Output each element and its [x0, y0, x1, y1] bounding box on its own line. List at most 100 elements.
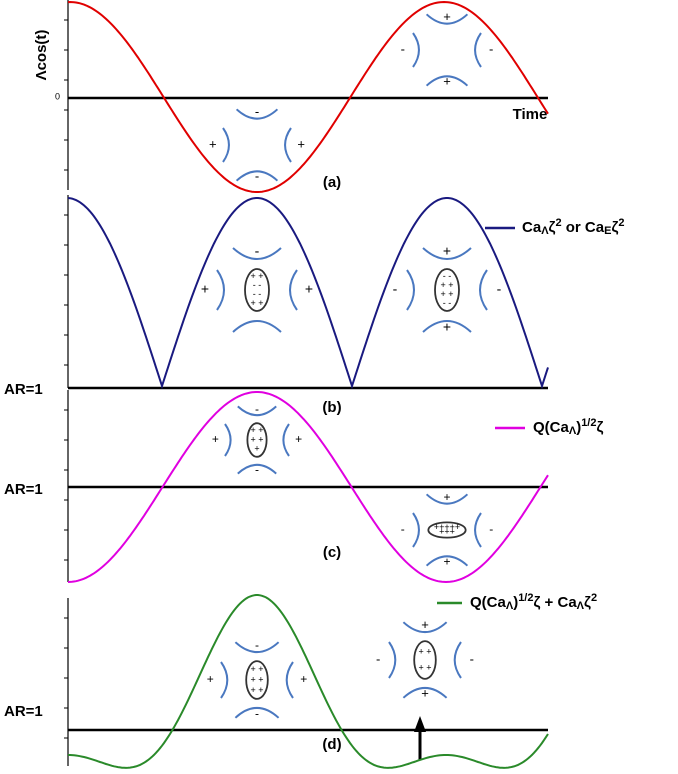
droplet	[427, 521, 467, 539]
electrode	[479, 269, 488, 311]
legend-part: Q(Ca	[533, 419, 569, 436]
charge-inner: + +	[250, 298, 263, 308]
legend-part: 2	[591, 592, 597, 604]
electrode	[474, 32, 482, 68]
charge-sign: +	[207, 672, 214, 686]
charge-inner: + +	[250, 664, 263, 674]
axis-label: Λcos(t)	[33, 30, 50, 81]
legend-part: Λ	[569, 425, 577, 437]
electrode	[388, 641, 397, 679]
charge-inner: + +	[440, 280, 453, 290]
legend-part: ζ + Ca	[533, 594, 577, 611]
electrode	[234, 641, 280, 654]
legend-part: )	[513, 594, 518, 611]
charge-sign: +	[443, 319, 451, 335]
charge-inner: + +	[250, 434, 263, 444]
electrode	[412, 32, 420, 68]
charge-inner: +++++	[434, 522, 460, 532]
electrode	[216, 269, 225, 311]
electrode	[224, 423, 232, 457]
charge-inner: + +	[250, 425, 263, 435]
charge-sign: -	[255, 243, 260, 259]
curve	[67, 197, 549, 390]
legend-label: CaΛζ2 or CaEζ2	[522, 217, 624, 237]
panel-label: (a)	[323, 174, 341, 191]
charge-inner: +	[254, 444, 259, 454]
charge-sign: +	[421, 686, 429, 701]
charge-sign: +	[443, 490, 450, 504]
electrode	[234, 706, 280, 719]
charge-sign: +	[443, 74, 451, 89]
charge-sign: -	[489, 41, 493, 56]
charge-inner: +++	[439, 527, 455, 537]
legend-part: or Ca	[562, 219, 605, 236]
legend-part: 1/2	[518, 592, 533, 604]
charge-inner: + +	[418, 662, 431, 672]
legend-part: Λ	[506, 600, 514, 612]
droplet	[244, 268, 270, 312]
charge-sign: -	[489, 522, 493, 536]
electrode	[237, 463, 277, 475]
charge-inner: + +	[440, 289, 453, 299]
charge-inner: - -	[253, 280, 262, 290]
legend-part: )	[576, 419, 581, 436]
electrode	[425, 13, 469, 25]
electrode	[402, 686, 448, 699]
charge-sign: +	[443, 554, 450, 568]
curve	[67, 391, 549, 584]
charge-sign: +	[443, 9, 451, 24]
droplet	[245, 660, 269, 700]
legend-part: ζ	[584, 594, 591, 611]
legend-part: Q(Ca	[470, 594, 506, 611]
ar-label: AR=1	[4, 381, 43, 398]
legend-part: Λ	[541, 225, 549, 237]
electrode	[412, 512, 420, 548]
legend-label: Q(CaΛ)1/2ζ + CaΛζ2	[470, 592, 597, 612]
charge-inner: - -	[443, 298, 452, 308]
panel-label: (b)	[322, 399, 341, 416]
charge-sign: -	[255, 706, 259, 720]
electrode	[237, 405, 277, 417]
charge-sign: -	[393, 281, 398, 297]
legend-label: Q(CaΛ)1/2ζ	[533, 417, 603, 437]
electrode	[474, 512, 482, 548]
charge-sign: +	[209, 136, 217, 151]
charge-sign: -	[255, 169, 259, 184]
legend-part: 2	[555, 217, 561, 229]
ar-label: AR=1	[4, 481, 43, 498]
charge-sign: -	[255, 463, 259, 477]
legend-part: ζ	[611, 219, 618, 236]
arrow-head	[414, 716, 426, 732]
droplet	[413, 640, 437, 680]
charge-sign: +	[305, 281, 313, 297]
legend-part: ζ	[596, 419, 603, 436]
charge-sign: +	[300, 672, 307, 686]
electrode	[425, 555, 469, 567]
electrode	[406, 269, 415, 311]
electrode	[425, 493, 469, 505]
charge-sign: -	[497, 281, 502, 297]
charge-sign: -	[401, 522, 405, 536]
droplet	[246, 422, 268, 458]
legend-part: ζ	[549, 219, 556, 236]
electrode	[285, 661, 294, 699]
electrode	[220, 661, 229, 699]
charge-sign: -	[470, 651, 474, 666]
charge-inner: + +	[418, 646, 431, 656]
electrode	[232, 247, 282, 260]
electrode	[289, 269, 298, 311]
time-label: Time	[513, 106, 548, 123]
charge-inner: + +	[250, 685, 263, 695]
electrode	[222, 127, 230, 163]
panel-label: (c)	[323, 544, 341, 561]
charge-sign: +	[295, 432, 302, 446]
charge-sign: -	[376, 651, 380, 666]
charge-inner: - -	[253, 289, 262, 299]
charge-sign: -	[255, 638, 259, 652]
charge-inner: + +	[250, 271, 263, 281]
electrode	[235, 108, 279, 120]
charge-sign: -	[255, 104, 259, 119]
charge-inner: - -	[443, 271, 452, 281]
curve	[67, 0, 549, 193]
